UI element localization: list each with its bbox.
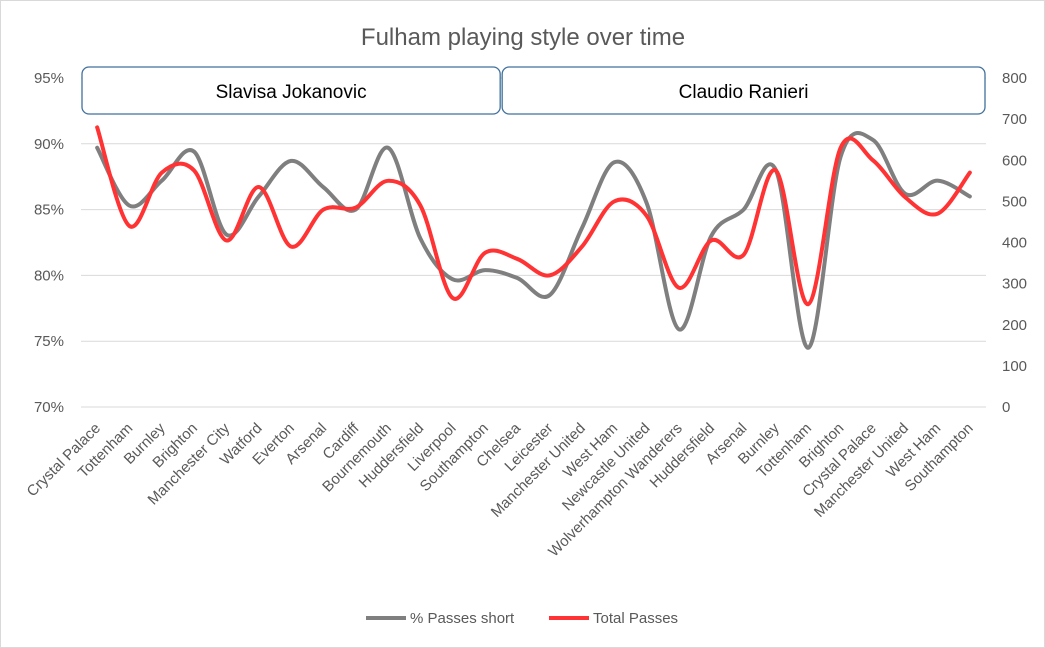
right-axis: 0 100 200 300 400 500 600 700 800 (1002, 70, 1027, 416)
right-tick-label: 500 (1002, 193, 1027, 210)
left-axis: 70% 75% 80% 85% 90% 95% (34, 70, 64, 416)
manager-label: Slavisa Jokanovic (216, 82, 367, 103)
right-tick-label: 100 (1002, 358, 1027, 375)
right-tick-label: 0 (1002, 399, 1010, 416)
right-tick-label: 300 (1002, 276, 1027, 293)
legend-label: Total Passes (593, 610, 678, 627)
legend: % Passes short Total Passes (366, 610, 678, 627)
right-tick-label: 600 (1002, 152, 1027, 169)
legend-item: % Passes short (366, 610, 515, 627)
left-tick-label: 95% (34, 70, 64, 87)
left-tick-label: 75% (34, 333, 64, 350)
left-tick-label: 80% (34, 267, 64, 284)
right-tick-label: 400 (1002, 235, 1027, 252)
manager-annotations: Slavisa Jokanovic Claudio Ranieri (81, 66, 986, 115)
manager-box (501, 66, 986, 115)
chart-title: Fulham playing style over time (361, 24, 685, 51)
series-line (95, 125, 972, 307)
right-tick-label: 700 (1002, 111, 1027, 128)
manager-label: Claudio Ranieri (679, 82, 809, 103)
left-tick-label: 70% (34, 399, 64, 416)
manager-period: Claudio Ranieri (501, 66, 986, 115)
legend-label: % Passes short (410, 610, 515, 627)
gridlines (81, 77, 986, 408)
left-tick-label: 85% (34, 202, 64, 219)
right-tick-label: 800 (1002, 70, 1027, 87)
series-lines (95, 125, 972, 350)
x-axis: Crystal PalaceTottenhamBurnleyBrightonMa… (24, 419, 977, 560)
legend-item: Total Passes (549, 610, 678, 627)
manager-period: Slavisa Jokanovic (81, 66, 501, 115)
right-tick-label: 200 (1002, 317, 1027, 334)
left-tick-label: 90% (34, 136, 64, 153)
series-line (95, 131, 972, 350)
manager-box (81, 66, 501, 115)
